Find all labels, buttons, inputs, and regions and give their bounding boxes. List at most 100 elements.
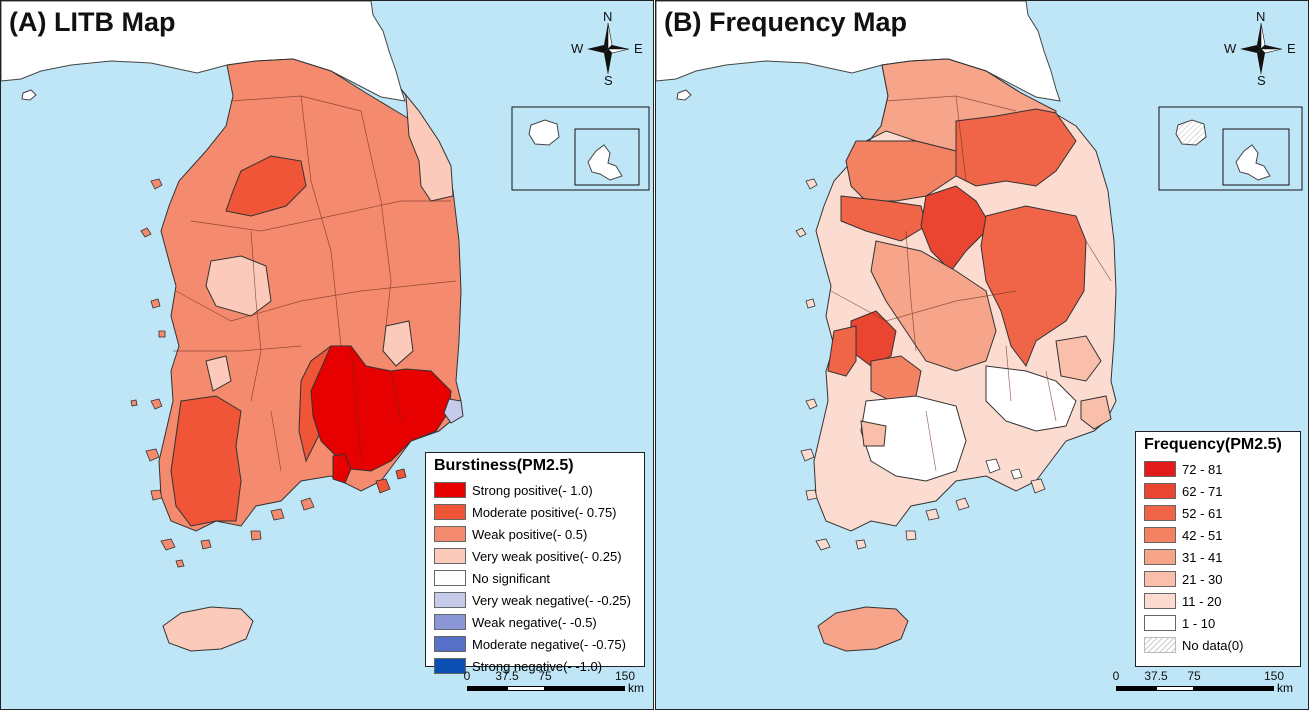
- dokdo-islands: [1235, 144, 1271, 181]
- legend-item: Very weak positive(- 0.25): [434, 545, 636, 567]
- scale-tick-2: 75: [1187, 669, 1201, 683]
- litb-map-svg: [1, 1, 650, 652]
- legend-label: 72 - 81: [1182, 461, 1223, 477]
- legend-item: Very weak negative(- -0.25): [434, 589, 636, 611]
- legend-swatch: [434, 526, 466, 542]
- legend-label: 31 - 41: [1182, 549, 1223, 565]
- region-sp-island: [332, 453, 352, 484]
- compass-s: S: [604, 73, 613, 88]
- legend-swatch: [1144, 527, 1176, 543]
- legend-label: Strong positive(- 1.0): [472, 482, 593, 498]
- legend-title: Burstiness(PM2.5): [434, 457, 574, 474]
- jeju-island: [817, 606, 909, 652]
- panel-b-title: (B) Frequency Map: [664, 7, 908, 37]
- legend-label: 11 - 20: [1182, 593, 1222, 609]
- legend-label: No significant: [472, 570, 551, 586]
- scale-bar-b: 0 37.5 75 150 km: [1112, 669, 1296, 709]
- scale-tick-3: 150: [1263, 669, 1285, 683]
- scale-tick-3: 150: [614, 669, 636, 683]
- legend-label: Strong negative(- -1.0): [472, 658, 603, 674]
- legend-swatch: [1144, 615, 1176, 631]
- legend-swatch: [1144, 593, 1176, 609]
- legend-item: 42 - 51: [1144, 524, 1292, 546]
- small-islands: [795, 178, 1046, 551]
- small-islands-white: [985, 458, 1023, 480]
- legend-item: Moderate positive(- 0.75): [434, 501, 636, 523]
- north-island: [676, 89, 692, 101]
- legend-item: Strong negative(- -1.0): [434, 655, 636, 677]
- region-vwp-west: [205, 355, 232, 392]
- panel-frequency-map: (B) Frequency Map N S W E Frequency(PM2.…: [655, 0, 1309, 710]
- region-21-30-b: [1080, 395, 1112, 430]
- legend-label: Very weak positive(- 0.25): [472, 548, 622, 564]
- legend-label: 52 - 61: [1182, 505, 1223, 521]
- legend-swatch: [1144, 505, 1176, 521]
- legend-burstiness: Burstiness(PM2.5) Strong positive(- 1.0)…: [425, 452, 645, 674]
- legend-items: Strong positive(- 1.0) Moderate positive(…: [434, 479, 636, 677]
- scale-tick-1: 37.5: [495, 669, 519, 683]
- scale-tick-0: 0: [1112, 669, 1120, 683]
- compass-w: W: [1224, 41, 1237, 56]
- legend-label: 62 - 71: [1182, 483, 1223, 499]
- compass-rose-icon: [1240, 22, 1283, 75]
- legend-label: Weak positive(- 0.5): [472, 526, 588, 542]
- region-31-41-cs: [870, 240, 997, 372]
- legend-item: 11 - 20: [1144, 590, 1292, 612]
- region-1-10-se: [985, 365, 1077, 432]
- legend-swatch: [434, 658, 466, 674]
- compass-n: N: [1256, 9, 1266, 24]
- legend-item: 21 - 30: [1144, 568, 1292, 590]
- legend-item: 52 - 61: [1144, 502, 1292, 524]
- north-island: [21, 89, 37, 101]
- compass-a: N S W E: [571, 9, 643, 88]
- legend-item: 1 - 10: [1144, 612, 1292, 634]
- compass-rose-icon: [587, 22, 630, 75]
- legend-label: 1 - 10: [1182, 615, 1216, 631]
- internal-borders: [830, 95, 1112, 472]
- compass-e: E: [634, 41, 643, 56]
- region-vwp-center: [205, 255, 272, 317]
- legend-label: Very weak negative(- -0.25): [472, 592, 631, 608]
- region-sp-southeast: [310, 345, 452, 472]
- region-mp-sw: [170, 395, 242, 527]
- scale-tick-2: 75: [538, 669, 552, 683]
- region-52-61-west: [840, 195, 927, 242]
- legend-swatch: [434, 636, 466, 652]
- scale-tick-1: 37.5: [1144, 669, 1168, 683]
- legend-label: 42 - 51: [1182, 527, 1223, 543]
- compass-e: E: [1287, 41, 1296, 56]
- legend-swatch: [434, 592, 466, 608]
- region-vwp-east: [382, 320, 414, 367]
- scale-tick-0: 0: [463, 669, 471, 683]
- legend-title: Frequency(PM2.5): [1144, 436, 1282, 453]
- legend-item: 72 - 81: [1144, 458, 1292, 480]
- legend-swatch: [434, 614, 466, 630]
- compass-s: S: [1257, 73, 1266, 88]
- panel-litb-map: (A) LITB Map N S W E Burstiness(PM2.5) S…: [0, 0, 654, 710]
- legend-item: No significant: [434, 567, 636, 589]
- internal-borders: [173, 95, 457, 472]
- region-21-30-c: [860, 420, 887, 447]
- compass-w: W: [571, 41, 584, 56]
- legend-item: Moderate negative(- -0.75): [434, 633, 636, 655]
- legend-swatch: [1144, 483, 1176, 499]
- scale-seg-3: [1194, 686, 1274, 691]
- region-mp-west: [225, 155, 307, 217]
- inset-frame-inner: [574, 128, 640, 186]
- compass-b: N S W E: [1224, 9, 1296, 88]
- panel-a-title: (A) LITB Map: [9, 7, 176, 37]
- inset-frame-outer: [511, 106, 650, 191]
- legend-swatch: [1144, 571, 1176, 587]
- legend-swatch: [1144, 549, 1176, 565]
- region-62-71-center: [920, 185, 992, 272]
- inset-frame-outer: [1158, 106, 1303, 191]
- scale-bar-a: 0 37.5 75 150 km: [463, 669, 647, 709]
- legend-label: Moderate negative(- -0.75): [472, 636, 626, 652]
- region-52-61-wc: [827, 325, 857, 377]
- legend-item: Strong positive(- 1.0): [434, 479, 636, 501]
- legend-swatch: [434, 504, 466, 520]
- scale-seg-2: [507, 686, 545, 691]
- frequency-map-svg: [656, 1, 1303, 652]
- legend-item: Weak positive(- 0.5): [434, 523, 636, 545]
